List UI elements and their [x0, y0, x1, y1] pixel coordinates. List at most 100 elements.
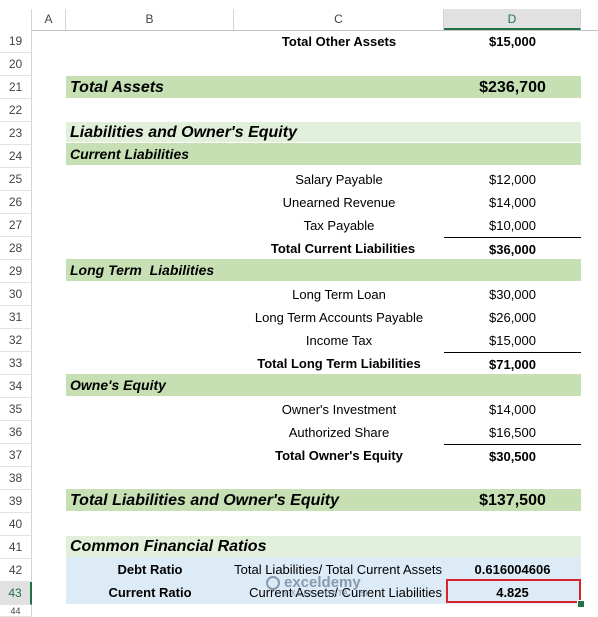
total-owners-equity-value[interactable]: $30,500	[444, 444, 581, 467]
long-term-loan-label[interactable]: Long Term Loan	[292, 287, 386, 302]
debt-ratio-label[interactable]: Debt Ratio	[117, 562, 183, 577]
table-row: Total Long Term Liabilities $71,000	[32, 352, 598, 375]
current-liabilities-band	[66, 143, 581, 165]
fill-handle[interactable]	[577, 600, 585, 608]
current-ratio-value[interactable]: 4.825	[496, 585, 529, 600]
total-other-assets-value[interactable]: $15,000	[489, 34, 536, 49]
current-liabilities-heading[interactable]: Current Liabilities	[70, 146, 190, 162]
row-header[interactable]: 26	[0, 191, 32, 214]
ratios-heading-band	[66, 536, 581, 557]
row-header[interactable]: 23	[0, 122, 32, 145]
row-header[interactable]: 35	[0, 398, 32, 421]
owners-investment-label[interactable]: Owner's Investment	[281, 402, 397, 417]
table-row: Current Liabilities	[32, 143, 598, 166]
total-other-assets-label[interactable]: Total Other Assets	[281, 34, 397, 49]
row-header[interactable]: 36	[0, 421, 32, 444]
total-assets-label[interactable]: Total Assets	[70, 79, 164, 96]
column-header-d[interactable]: D	[444, 9, 581, 30]
total-current-liabilities-label[interactable]: Total Current Liabilities	[270, 241, 416, 256]
total-owners-equity-label[interactable]: Total Owner's Equity	[275, 448, 403, 463]
table-row: Total Owner's Equity $30,500	[32, 444, 598, 467]
table-row: Total Other Assets $15,000	[32, 30, 598, 53]
total-liabilities-equity-label[interactable]: Total Liabilities and Owner's Equity	[70, 492, 340, 509]
table-row: Owne's Equity	[32, 374, 598, 397]
exceldemy-watermark: exceldemy EXCEL · DATA · BI	[266, 574, 368, 598]
row-header[interactable]: 30	[0, 283, 32, 306]
row-header[interactable]: 37	[0, 444, 32, 467]
long-term-loan-value[interactable]: $30,000	[489, 287, 536, 302]
row-header[interactable]: 24	[0, 145, 32, 168]
row-header[interactable]: 39	[0, 490, 32, 513]
select-all-corner[interactable]	[0, 9, 32, 30]
row-header[interactable]: 27	[0, 214, 32, 237]
column-header-c[interactable]: C	[234, 9, 444, 30]
salary-payable-label[interactable]: Salary Payable	[295, 172, 383, 187]
row-header[interactable]: 22	[0, 99, 32, 122]
row-header[interactable]: 19	[0, 30, 32, 53]
unearned-revenue-value[interactable]: $14,000	[489, 195, 536, 210]
authorized-share-value[interactable]: $16,500	[489, 425, 536, 440]
authorized-share-label[interactable]: Authorized Share	[288, 425, 390, 440]
table-row: Total Liabilities and Owner's Equity $13…	[32, 489, 598, 512]
long-term-accounts-payable-label[interactable]: Long Term Accounts Payable	[254, 310, 424, 325]
table-row: Total Current Liabilities $36,000	[32, 237, 598, 260]
row-header[interactable]: 40	[0, 513, 32, 536]
owners-equity-heading[interactable]: Owne's Equity	[70, 377, 166, 393]
row-header[interactable]: 25	[0, 168, 32, 191]
table-row: Income Tax $15,000	[32, 329, 598, 352]
total-assets-band	[66, 76, 581, 98]
row-header[interactable]: 44	[0, 605, 32, 617]
table-row: Owner's Investment $14,000	[32, 398, 598, 421]
table-row: Long Term Accounts Payable $26,000	[32, 306, 598, 329]
total-long-term-liabilities-label[interactable]: Total Long Term Liabilities	[257, 356, 421, 371]
row-header[interactable]: 41	[0, 536, 32, 559]
ratios-heading[interactable]: Common Financial Ratios	[70, 538, 267, 555]
income-tax-label[interactable]: Income Tax	[305, 333, 373, 348]
tax-payable-value[interactable]: $10,000	[489, 218, 536, 233]
total-long-term-liabilities-value[interactable]: $71,000	[444, 352, 581, 375]
table-row: Authorized Share $16,500	[32, 421, 598, 444]
long-term-accounts-payable-value[interactable]: $26,000	[489, 310, 536, 325]
row-header[interactable]: 38	[0, 467, 32, 490]
table-row: Long Term Loan $30,000	[32, 283, 598, 306]
liabilities-heading-band	[66, 122, 581, 142]
watermark-tagline: EXCEL · DATA · BI	[284, 589, 369, 598]
current-ratio-formula[interactable]: Current Assets/ Current Liabilities	[249, 585, 442, 600]
table-row: Tax Payable $10,000	[32, 214, 598, 237]
row-header[interactable]: 21	[0, 76, 32, 99]
row-header-selected[interactable]: 43	[0, 582, 32, 605]
total-current-liabilities-value[interactable]: $36,000	[444, 237, 581, 260]
income-tax-value[interactable]: $15,000	[489, 333, 536, 348]
column-header-b[interactable]: B	[66, 9, 234, 30]
long-term-liabilities-band	[66, 259, 581, 281]
debt-ratio-value[interactable]: 0.616004606	[474, 562, 551, 577]
exceldemy-logo-icon	[266, 576, 280, 590]
table-row: Debt Ratio Total Liabilities/ Total Curr…	[32, 558, 598, 581]
row-header[interactable]: 32	[0, 329, 32, 352]
total-liabilities-equity-value[interactable]: $137,500	[479, 492, 546, 509]
current-ratio-label[interactable]: Current Ratio	[108, 585, 192, 600]
liabilities-heading[interactable]: Liabilities and Owner's Equity	[70, 124, 297, 141]
row-header[interactable]: 34	[0, 375, 32, 398]
long-term-liabilities-heading[interactable]: Long Term Liabilities	[70, 262, 215, 278]
row-header[interactable]: 42	[0, 559, 32, 582]
row-header[interactable]: 31	[0, 306, 32, 329]
active-cell-selection[interactable]	[446, 579, 581, 603]
row-header[interactable]: 28	[0, 237, 32, 260]
row-header[interactable]: 33	[0, 352, 32, 375]
column-header-a[interactable]: A	[32, 9, 66, 30]
total-assets-value[interactable]: $236,700	[479, 79, 546, 96]
tax-payable-label[interactable]: Tax Payable	[303, 218, 375, 233]
table-row: Salary Payable $12,000	[32, 168, 598, 191]
owners-investment-value[interactable]: $14,000	[489, 402, 536, 417]
unearned-revenue-label[interactable]: Unearned Revenue	[282, 195, 396, 210]
salary-payable-value[interactable]: $12,000	[489, 172, 536, 187]
column-header-bar: A B C D	[0, 0, 598, 31]
total-liabilities-band	[66, 489, 581, 511]
debt-ratio-formula[interactable]: Total Liabilities/ Total Current Assets	[234, 562, 442, 577]
table-row: Current Ratio Current Assets/ Current Li…	[32, 581, 598, 604]
table-row: Long Term Liabilities	[32, 259, 598, 282]
row-header[interactable]: 29	[0, 260, 32, 283]
row-header[interactable]: 20	[0, 53, 32, 76]
table-row: Unearned Revenue $14,000	[32, 191, 598, 214]
